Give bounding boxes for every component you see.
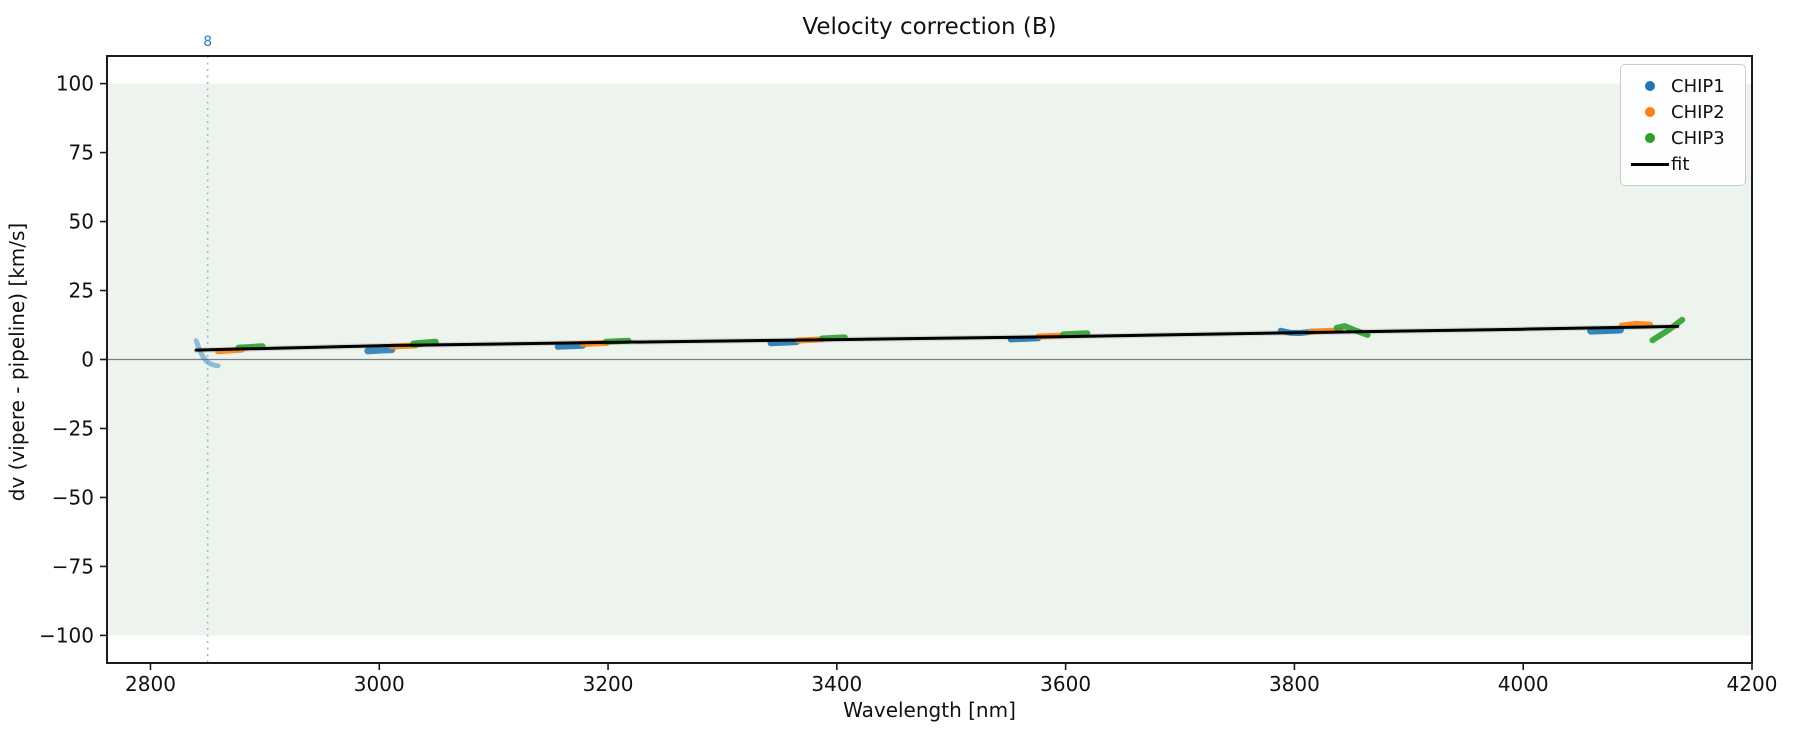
x-tick-label: 4200 xyxy=(1727,672,1778,696)
y-axis-label: dv (vipere - pipeline) [km/s] xyxy=(5,222,29,502)
scatter-segment-chip1-1 xyxy=(193,338,221,369)
y-tick-label: −50 xyxy=(52,485,94,509)
y-tick-label: −75 xyxy=(52,554,94,578)
y-tick-label: 50 xyxy=(69,210,94,234)
y-tick-label: 75 xyxy=(69,141,94,165)
vline-label: 8 xyxy=(203,34,213,50)
x-tick-label: 4000 xyxy=(1498,672,1549,696)
scatter-segment-chip2-7 xyxy=(1618,320,1654,329)
y-tick-label: 0 xyxy=(81,348,94,372)
scatter-segment-chip3-1 xyxy=(235,343,266,351)
x-tick-label: 3200 xyxy=(583,672,634,696)
legend-item-chip2: CHIP2 xyxy=(1629,99,1735,125)
x-tick-label: 3800 xyxy=(1269,672,1320,696)
fit-line xyxy=(194,324,1680,352)
y-tick-label: 25 xyxy=(69,279,94,303)
scatter-segment-chip3-5 xyxy=(1060,330,1091,338)
x-tick-label: 3600 xyxy=(1040,672,1091,696)
scatter-segment-chip1-2 xyxy=(364,346,396,355)
legend-label: CHIP2 xyxy=(1671,101,1725,123)
legend-item-fit: fit xyxy=(1629,151,1735,177)
legend-label: fit xyxy=(1671,153,1690,175)
legend-item-chip3: CHIP3 xyxy=(1629,125,1735,151)
scatter-segment-chip1-3 xyxy=(554,342,586,350)
legend-dot-marker-icon xyxy=(1629,133,1671,143)
legend-label: CHIP3 xyxy=(1671,127,1725,149)
y-tick-label: 100 xyxy=(56,72,94,96)
scatter-segment-chip1-7 xyxy=(1587,326,1624,335)
y-tick-label: −25 xyxy=(52,416,94,440)
scatter-segment-chip3-7 xyxy=(1649,316,1686,344)
legend: CHIP1 CHIP2 CHIP3 fit xyxy=(1620,64,1746,186)
legend-label: CHIP1 xyxy=(1671,75,1725,97)
scatter-segment-chip1-4 xyxy=(767,339,800,347)
legend-line-marker-icon xyxy=(1629,162,1671,166)
legend-dot-marker-icon xyxy=(1629,107,1671,117)
x-axis-label: Wavelength [nm] xyxy=(843,698,1016,722)
legend-item-chip1: CHIP1 xyxy=(1629,73,1735,99)
x-tick-label: 3400 xyxy=(811,672,862,696)
x-tick-label: 2800 xyxy=(125,672,176,696)
legend-dot-marker-icon xyxy=(1629,81,1671,91)
y-tick-label: −100 xyxy=(39,623,94,647)
x-tick-label: 3000 xyxy=(354,672,405,696)
chart-title: Velocity correction (B) xyxy=(802,14,1057,40)
